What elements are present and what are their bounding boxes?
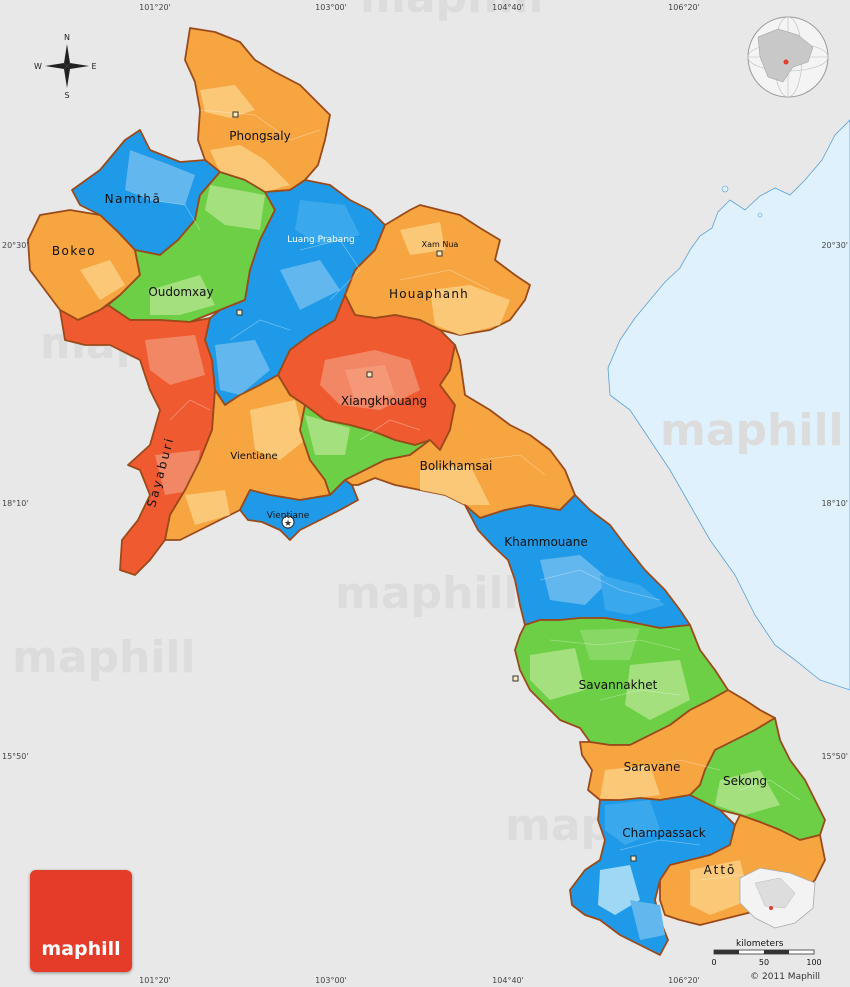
- label-vientiane: Vientiane: [230, 451, 277, 462]
- label-houaphanh: Houaphanh: [389, 287, 469, 301]
- compass-rose: N S E W: [34, 33, 96, 100]
- island: [721, 185, 729, 193]
- label-oudomxay: Oudomxay: [148, 285, 213, 299]
- compass-west: [45, 63, 67, 69]
- watermark: maphill: [660, 405, 844, 456]
- globe-icon: [747, 16, 829, 98]
- label-atto: Attō: [704, 863, 737, 877]
- coord-bottom: 101°20': [139, 976, 171, 985]
- coord-right: 15°50': [821, 752, 848, 761]
- coord-left: 15°50': [2, 752, 29, 761]
- watermark: maphill: [360, 0, 544, 23]
- country-outline: [27, 27, 826, 956]
- label-saravane: Saravane: [624, 760, 681, 774]
- label-khammouane: Khammouane: [504, 535, 588, 549]
- label-luang-prabang: Luang Prabang: [287, 235, 354, 245]
- star-icon: ★: [284, 519, 292, 529]
- label-xam-nua: Xam Nua: [422, 240, 459, 249]
- compass-w-label: W: [34, 62, 42, 71]
- city-marker[interactable]: [232, 111, 239, 118]
- coord-left: 20°30': [2, 241, 29, 250]
- label-savannakhet: Savannakhet: [579, 678, 658, 692]
- label-phongsaly: Phongsaly: [229, 129, 290, 143]
- maphill-logo[interactable]: maphill: [30, 870, 132, 972]
- copyright-notice: © 2011 Maphill: [750, 972, 820, 982]
- city-marker[interactable]: [236, 309, 243, 316]
- label-bolikhamsai: Bolikhamsai: [420, 459, 493, 473]
- district-lines: [149, 109, 801, 881]
- coord-top: 106°20': [668, 3, 700, 12]
- capital-marker[interactable]: [281, 515, 295, 529]
- coordinate-labels: 101°20' 103°00' 104°40' 106°20' 101°20' …: [2, 3, 848, 985]
- coord-right: 18°10': [821, 499, 848, 508]
- label-xiangkhouang: Xiangkhouang: [341, 394, 427, 408]
- coord-bottom: 104°40': [492, 976, 524, 985]
- compass-n-label: N: [64, 33, 70, 42]
- coord-bottom: 103°00': [315, 976, 347, 985]
- city-labels: Xam Nua Vientiane: [267, 240, 459, 521]
- scale-tick-0: 0: [711, 958, 716, 967]
- compass-s-label: S: [64, 91, 69, 100]
- label-bokeo: Bokeo: [52, 244, 96, 258]
- city-marker[interactable]: [512, 675, 519, 682]
- island: [757, 212, 763, 218]
- watermark: maphill: [12, 632, 196, 683]
- coord-top: 101°20': [139, 3, 171, 12]
- coord-bottom: 106°20': [668, 976, 700, 985]
- label-sekong: Sekong: [723, 774, 767, 788]
- compass-east: [67, 63, 89, 69]
- coord-left: 18°10': [2, 499, 29, 508]
- label-champassack: Champassack: [622, 826, 705, 840]
- coord-right: 20°30': [821, 241, 848, 250]
- sea: [607, 119, 850, 691]
- label-vientiane-city: Vientiane: [267, 511, 310, 521]
- scale-tick-100: 100: [806, 958, 821, 967]
- compass-south: [64, 66, 70, 88]
- inset-map: [739, 867, 816, 929]
- scale-tick-50: 50: [759, 958, 769, 967]
- city-markers: ★: [232, 111, 637, 862]
- city-marker[interactable]: [436, 250, 443, 257]
- label-namtha: Namthā: [105, 192, 162, 206]
- coord-top: 104°40': [492, 3, 524, 12]
- compass-north: [64, 44, 70, 66]
- city-marker[interactable]: [366, 371, 373, 378]
- province-vientiane-prefecture[interactable]: [239, 479, 359, 541]
- coord-top: 103°00': [315, 3, 347, 12]
- watermark: maphill: [335, 568, 519, 619]
- logo-text: maphill: [41, 938, 121, 960]
- scale-bar: kilometers 0 50 100: [711, 939, 821, 967]
- scale-title: kilometers: [736, 939, 784, 949]
- city-marker[interactable]: [630, 855, 637, 862]
- compass-e-label: E: [91, 62, 96, 71]
